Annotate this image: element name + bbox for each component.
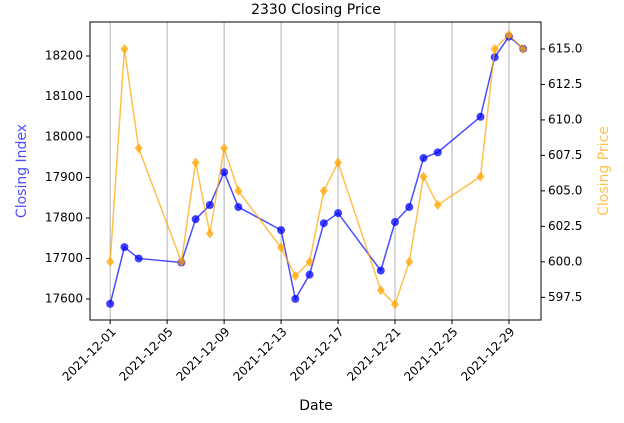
y2-tick-label: 610.0	[548, 112, 582, 126]
x-tick-label: 2021-12-25	[401, 325, 460, 384]
x-tick-label: 2021-12-13	[230, 325, 289, 384]
point	[504, 29, 513, 40]
y2-axis-label: Closing Price	[596, 126, 612, 216]
x-tick-label: 2021-12-09	[173, 325, 232, 384]
x-tick-label: 2021-12-17	[287, 325, 346, 384]
point	[490, 43, 499, 54]
point	[120, 243, 129, 252]
x-tick-label: 2021-12-05	[117, 325, 176, 384]
x-tick-label: 2021-12-29	[458, 325, 517, 384]
point	[319, 219, 328, 228]
point	[291, 271, 300, 282]
chart-title: 2330 Closing Price	[251, 2, 381, 18]
y2-tick-label: 600.0	[548, 254, 582, 268]
y-tick-label: 17700	[45, 251, 83, 265]
point	[191, 215, 200, 224]
y-tick-label: 17900	[45, 170, 83, 184]
y2-tick-label: 612.5	[548, 77, 582, 91]
point	[405, 203, 414, 212]
y2-tick-label: 602.5	[548, 219, 582, 233]
y-tick-label: 18200	[45, 49, 83, 63]
point	[419, 171, 428, 182]
point	[305, 270, 314, 279]
point	[220, 168, 229, 177]
y2-tick-label: 607.5	[548, 148, 582, 162]
point	[106, 299, 115, 308]
point	[305, 256, 314, 267]
point	[220, 143, 229, 154]
point	[519, 43, 528, 54]
point	[234, 203, 243, 212]
x-axis-label: Date	[299, 398, 332, 414]
point	[134, 143, 143, 154]
plot-frame	[89, 21, 542, 321]
point	[490, 53, 499, 62]
series-line	[109, 35, 524, 304]
point	[277, 242, 286, 253]
point	[476, 171, 485, 182]
point	[433, 200, 442, 211]
point	[205, 228, 214, 239]
y-tick-label: 17600	[45, 291, 83, 305]
point	[120, 43, 129, 54]
point	[191, 157, 200, 168]
x-tick-label: 2021-12-01	[60, 325, 119, 384]
point	[106, 256, 115, 267]
point	[376, 285, 385, 296]
x-tick-label: 2021-12-21	[344, 325, 403, 384]
point	[376, 266, 385, 275]
point	[205, 201, 214, 210]
y-tick-label: 18100	[45, 89, 83, 103]
point	[234, 185, 243, 196]
point	[177, 256, 186, 267]
y-tick-label: 17800	[45, 210, 83, 224]
y2-tick-label: 597.5	[548, 290, 582, 304]
point	[405, 256, 414, 267]
point	[419, 154, 428, 163]
y2-tick-label: 615.0	[548, 41, 582, 55]
point	[134, 254, 143, 263]
point	[391, 218, 400, 227]
point	[433, 148, 442, 157]
point	[319, 185, 328, 196]
y2-tick-label: 605.0	[548, 183, 582, 197]
point	[391, 299, 400, 310]
y-axis-label: Closing Index	[14, 124, 30, 218]
point	[334, 157, 343, 168]
series-line	[109, 33, 524, 306]
point	[291, 294, 300, 303]
point	[334, 209, 343, 218]
point	[476, 112, 485, 121]
y-tick-label: 18000	[45, 129, 83, 143]
point	[277, 226, 286, 235]
